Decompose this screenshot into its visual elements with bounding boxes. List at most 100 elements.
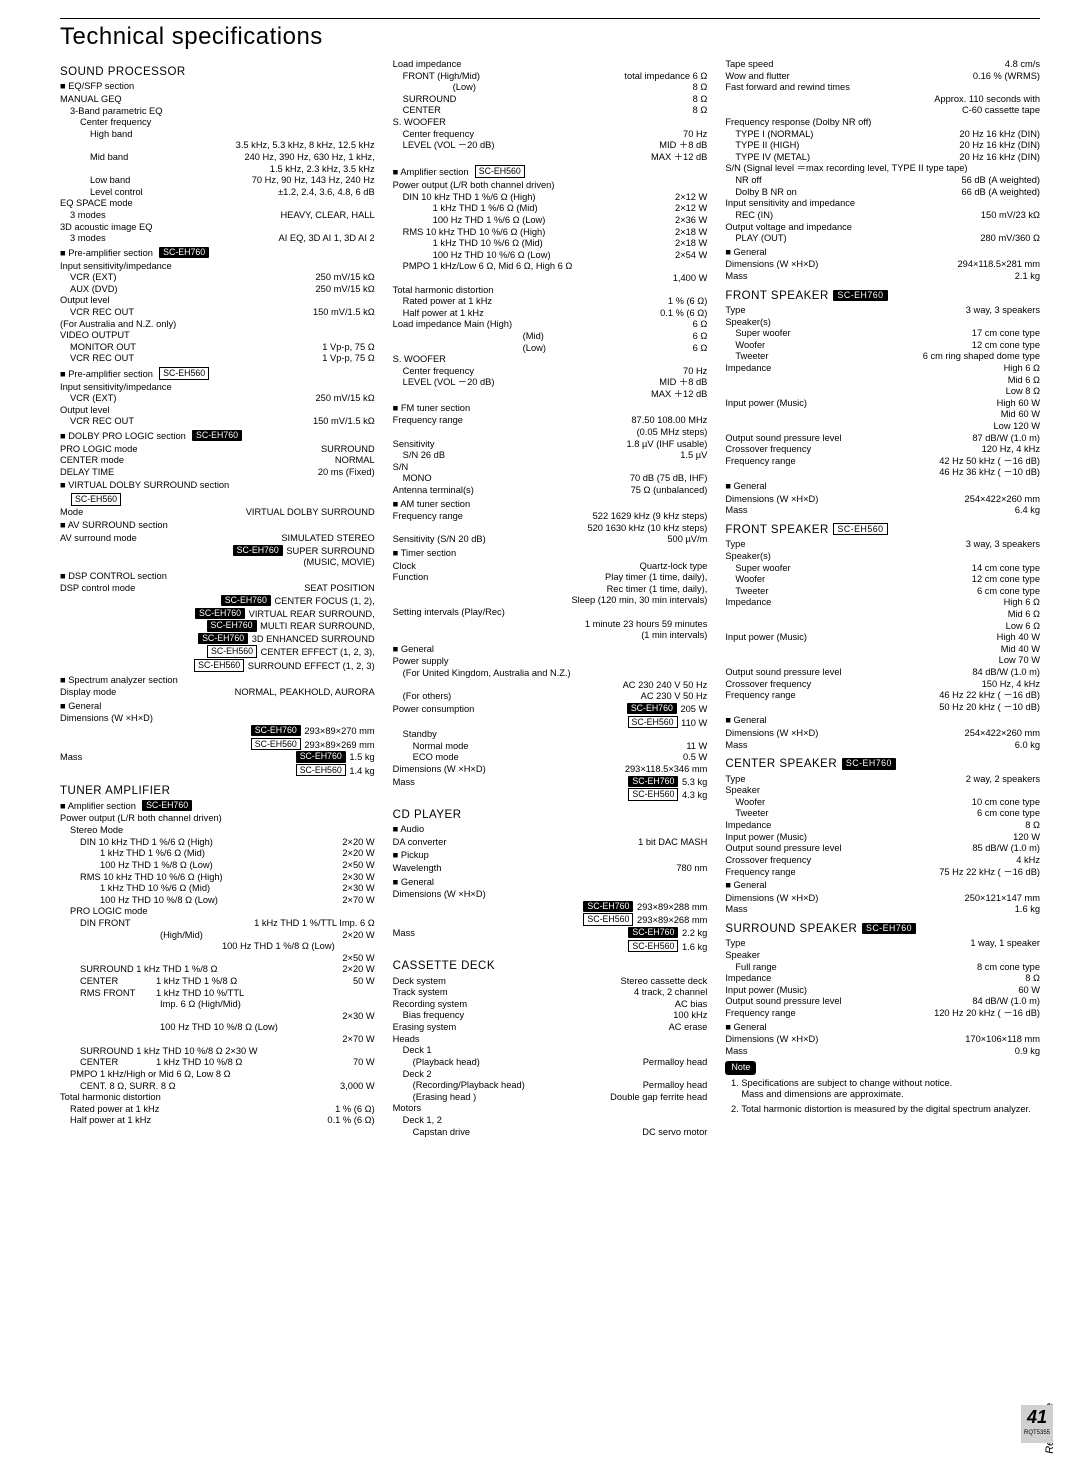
notes-list: Specifications are subject to change wit…: [741, 1078, 1040, 1116]
pmpo-line: PMPO 1 kHz/Low 6 Ω, Mid 6 Ω, High 6 Ω: [393, 261, 708, 273]
dinf1: DIN FRONT: [80, 918, 248, 930]
w760-row: Woofer12 cm cone type: [725, 340, 1040, 352]
lvl2-row: LEVEL (VOL －20 dB)MID ＋8 dB: [393, 377, 708, 389]
pcons-r2: 110 W: [681, 718, 707, 728]
mass-cd-row: MassSC-EH760 2.2 kg: [393, 927, 708, 940]
rmsf1: RMS FRONT: [80, 988, 150, 1000]
pro-logic-r: SURROUND: [321, 444, 375, 456]
out-level2: Output level: [60, 405, 375, 417]
din1: DIN 10 kHz THD 1 %/6 Ω (High): [80, 837, 336, 849]
dinf1r1: 1 kHz THD 1 %/TTL Imp. 6 Ω: [254, 918, 375, 930]
frr760-l: Frequency range: [725, 456, 933, 468]
din2-row: 1 kHz THD 1 %/6 Ω (Mid)2×20 W: [60, 848, 375, 860]
rms1r: 2×30 W: [342, 872, 374, 884]
note-1b: Mass and dimensions are approximate.: [741, 1089, 903, 1099]
t4-l: TYPE IV (METAL): [735, 152, 953, 164]
ss-frr-row: Frequency range120 Hz 20 kHz ( －16 dB): [725, 1008, 1040, 1020]
dim2-row: Dimensions (W ×H×D)293×118.5×346 mm: [393, 764, 708, 776]
erase-row: Erasing systemAC erase: [393, 1022, 708, 1034]
vcr-ext-l: VCR (EXT): [70, 272, 310, 284]
dsp-l: DSP control mode: [60, 583, 298, 595]
pb-row: (Playback head)Permalloy head: [393, 1057, 708, 1069]
lvl-r1: MID ＋8 dB: [659, 140, 707, 152]
mass-cd-r2-row: SC-EH560 1.6 kg: [393, 940, 708, 954]
title-rule: Technical specifications: [60, 18, 1040, 51]
amsens-r: 500 µV/m: [667, 534, 707, 546]
ss-ipm-r: 60 W: [1018, 985, 1040, 997]
ss-fr-row: Full range8 cm cone type: [725, 962, 1040, 974]
func-r1: Play timer (1 time, daily),: [605, 572, 707, 584]
sw760-row: Super woofer17 cm cone type: [725, 328, 1040, 340]
pmpo2r: 3,000 W: [340, 1081, 375, 1093]
swoof2: S. WOOFER: [393, 354, 708, 366]
rmsf1r2: Imp. 6 Ω (High/Mid): [60, 999, 375, 1011]
track-l: Track system: [393, 987, 628, 999]
dsp-r4-row: SC-EH760 3D ENHANCED SURROUND: [60, 633, 375, 646]
general-cd: General: [393, 877, 708, 889]
amsens-l: Sensitivity (S/N 20 dB): [393, 534, 662, 546]
nr-l: NR off: [735, 175, 955, 187]
vcr-rec-r: 150 mV/1.5 kΩ: [313, 307, 375, 319]
deck-r: Stereo cassette deck: [621, 976, 708, 988]
lvl2-l: LEVEL (VOL －20 dB): [403, 377, 654, 389]
imp760-r3: Low 8 Ω: [725, 386, 1040, 398]
play-row: PLAY (OUT)280 mV/360 Ω: [725, 233, 1040, 245]
rpb-l: (Recording/Playback head): [413, 1080, 637, 1092]
am-head: AM tuner section: [393, 499, 708, 511]
p-rms3r: 2×54 W: [675, 250, 707, 262]
norm-l: Normal mode: [413, 741, 681, 753]
dim-cd: Dimensions (W ×H×D): [393, 889, 708, 901]
t1-l: TYPE I (NORMAL): [735, 129, 953, 141]
center-freq: Center frequency: [60, 117, 375, 129]
wf-l: Wow and flutter: [725, 71, 967, 83]
dsp-r6: SURROUND EFFECT (1, 2, 3): [248, 661, 375, 671]
da-r: 1 bit DAC MASH: [638, 837, 707, 849]
note-head: Note: [725, 1057, 1040, 1074]
rmsf1r1: 1 kHz THD 10 %/TTL: [156, 988, 375, 1000]
ospl760-row: Output sound pressure level87 dB/W (1.0 …: [725, 433, 1040, 445]
dim3-r: 294×118.5×281 mm: [957, 259, 1040, 271]
mass2-r1-wrap: SC-EH760 5.3 kg: [627, 776, 707, 789]
amsens-row: Sensitivity (S/N 20 dB) 500 µV/m: [393, 534, 708, 546]
cs-mass-l: Mass: [725, 904, 1008, 916]
ss-ospl-row: Output sound pressure level84 dB/W (1.0 …: [725, 996, 1040, 1008]
clock-r: Quartz-lock type: [640, 561, 708, 573]
wave-r: 780 nm: [676, 863, 707, 875]
gen760: General: [725, 481, 1040, 493]
input-sens2: Input sensitivity/impedance: [60, 382, 375, 394]
cs-w-r: 10 cm cone type: [972, 797, 1040, 809]
mass3-l: Mass: [725, 271, 1008, 283]
eq-sfp-head: EQ/SFP section: [60, 81, 375, 93]
dinf1r2-row: (High/Mid)2×20 W: [60, 930, 375, 942]
dsp-r2: VIRTUAL REAR SURROUND,: [249, 609, 375, 619]
low-band-r: 70 Hz, 90 Hz, 143 Hz, 240 Hz: [252, 175, 375, 187]
cs-frr-l: Frequency range: [725, 867, 933, 879]
high-band-r: 3.5 kHz, 5.3 kHz, 8 kHz, 12.5 kHz: [60, 140, 375, 152]
standby: Standby: [393, 729, 708, 741]
erase-r: AC erase: [669, 1022, 708, 1034]
ant-row: Antenna terminal(s)75 Ω (unbalanced): [393, 485, 708, 497]
dim2-l: Dimensions (W ×H×D): [393, 764, 619, 776]
psup1r: AC 230 240 V 50 Hz: [393, 680, 708, 692]
rms1: RMS 10 kHz THD 10 %/6 Ω (High): [80, 872, 336, 884]
set-r2: (1 min intervals): [393, 630, 708, 642]
columns: SOUND PROCESSOR EQ/SFP section MANUAL GE…: [0, 59, 1080, 1138]
front-r: total impedance 6 Ω: [624, 71, 707, 83]
dsp-r3: MULTI REAR SURROUND,: [260, 621, 375, 631]
li2-r: 6 Ω: [693, 331, 708, 343]
psup2-row: (For others)AC 230 V 50 Hz: [393, 691, 708, 703]
type560-l: Type: [725, 539, 959, 551]
center2-r: 1 kHz THD 10 %/8 Ω: [156, 1057, 347, 1069]
preamp1: Pre-amplifier section SC-EH760: [60, 247, 375, 260]
sound-processor-head: SOUND PROCESSOR: [60, 65, 375, 79]
ss-fr-r: 8 cm cone type: [977, 962, 1040, 974]
bias-r: 100 kHz: [673, 1010, 707, 1022]
ff-r1: Approx. 110 seconds with: [725, 94, 1040, 106]
rmsf1r2r: 2×30 W: [60, 1011, 375, 1023]
fs760-head: FRONT SPEAKER SC-EH760: [725, 289, 1040, 303]
threed: 3D acoustic image EQ: [60, 222, 375, 234]
p-din1r: 2×12 W: [675, 192, 707, 204]
dim560-row: Dimensions (W ×H×D)254×422×260 mm: [725, 728, 1040, 740]
vcr-rec3-l: VCR REC OUT: [70, 416, 307, 428]
cs-dim-row: Dimensions (W ×H×D)250×121×147 mm: [725, 893, 1040, 905]
